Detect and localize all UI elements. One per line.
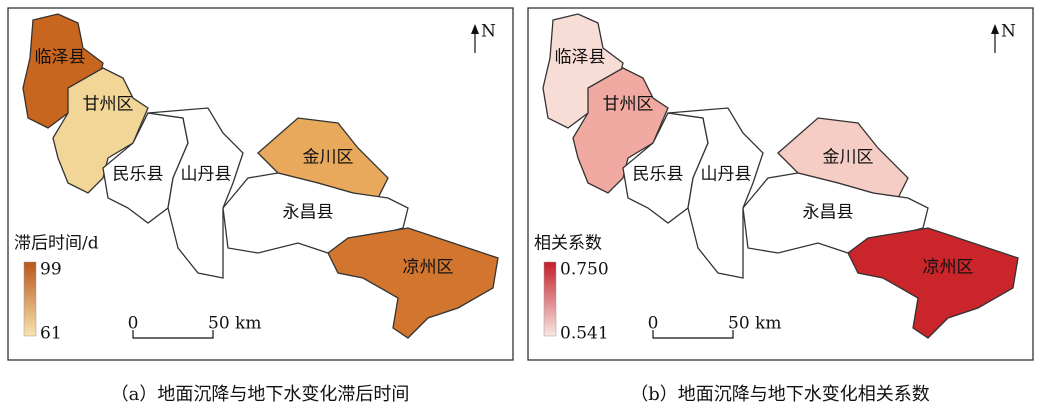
district-area <box>847 227 1019 339</box>
district-label: 临泽县 <box>35 48 86 68</box>
north-label: N <box>481 22 496 42</box>
district-label: 甘州区 <box>603 95 654 115</box>
legend-min: 0.541 <box>560 324 609 344</box>
legend-title: 滞后时间/d <box>14 234 99 254</box>
panel-caption: （b）地面沉降与地下水变化相关系数 <box>630 384 930 405</box>
district-label: 凉州区 <box>923 258 974 278</box>
legend-max: 0.750 <box>560 260 609 280</box>
district-label: 临泽县 <box>555 48 606 68</box>
district-label: 金川区 <box>303 148 354 168</box>
district-label: 民乐县 <box>633 165 684 185</box>
scale-end: 50 km <box>208 314 261 334</box>
district-label: 民乐县 <box>113 165 164 185</box>
district-label: 永昌县 <box>803 203 854 223</box>
district-area <box>667 107 764 279</box>
panel-caption: （a）地面沉降与地下水变化滞后时间 <box>111 384 410 405</box>
scale-end: 50 km <box>728 314 781 334</box>
district-area <box>147 107 244 279</box>
legend-min: 61 <box>40 324 62 344</box>
north-arrow-head <box>991 24 999 34</box>
district-area <box>222 172 409 254</box>
legend-gradient <box>23 261 37 337</box>
panel-frame <box>527 7 1034 361</box>
district-area <box>327 227 499 339</box>
panel-frame <box>7 7 514 361</box>
legend-title: 相关系数 <box>534 234 602 254</box>
scale-start: 0 <box>128 314 139 334</box>
north-arrow-head <box>471 24 479 34</box>
district-label: 金川区 <box>823 148 874 168</box>
legend-max: 99 <box>40 260 62 280</box>
legend-gradient <box>543 261 557 337</box>
district-label: 山丹县 <box>181 165 232 185</box>
scale-bar <box>652 330 734 339</box>
district-label: 甘州区 <box>83 95 134 115</box>
north-label: N <box>1001 22 1016 42</box>
scale-start: 0 <box>648 314 659 334</box>
district-label: 山丹县 <box>701 165 752 185</box>
district-area <box>742 172 929 254</box>
district-label: 凉州区 <box>403 258 454 278</box>
district-label: 永昌县 <box>283 203 334 223</box>
scale-bar <box>132 330 214 339</box>
